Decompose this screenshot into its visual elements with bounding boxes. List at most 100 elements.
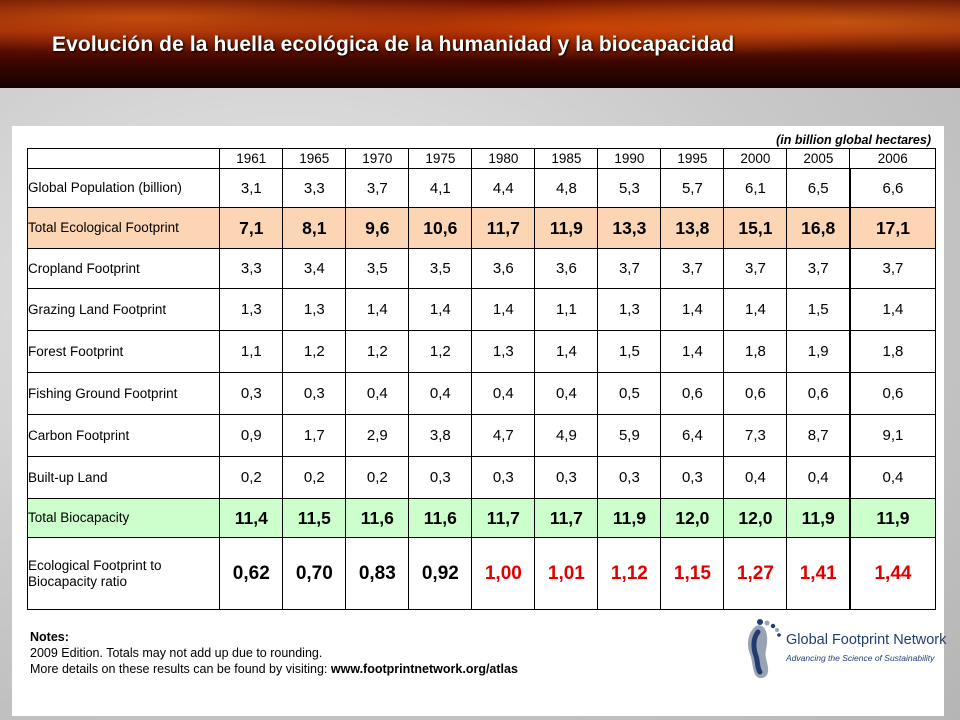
table-cell: 1,4 bbox=[471, 288, 536, 331]
row-label: Fishing Ground Footprint bbox=[26, 372, 221, 415]
row-label: Total Ecological Footprint bbox=[26, 207, 221, 249]
table-cell: 11,7 bbox=[471, 498, 536, 538]
gfn-logo: Global Footprint Network Advancing the S… bbox=[742, 618, 946, 682]
table-cell: 9,1 bbox=[848, 414, 936, 457]
table-cell: 0,3 bbox=[597, 456, 662, 499]
table-cell: 3,5 bbox=[345, 248, 410, 289]
table-cell: 13,3 bbox=[597, 207, 662, 249]
row-label: Total Biocapacity bbox=[26, 498, 221, 538]
table-cell: 0,6 bbox=[848, 372, 936, 415]
row-label: Global Population (billion) bbox=[26, 168, 221, 208]
table-cell: 1,4 bbox=[345, 288, 410, 331]
table-cell: 15,1 bbox=[723, 207, 788, 249]
table-row-ratio: Ecological Footprint to Biocapacity rati… bbox=[26, 537, 936, 610]
table-cell: 1,41 bbox=[786, 537, 851, 610]
table-cell: 9,6 bbox=[345, 207, 410, 249]
table-cell: 0,2 bbox=[219, 456, 284, 499]
table-cell: 1,4 bbox=[660, 288, 725, 331]
table-cell: 1,2 bbox=[408, 330, 473, 373]
table-cell: 3,1 bbox=[219, 168, 284, 208]
table-cell: 6,5 bbox=[786, 168, 851, 208]
table-cell: 3,5 bbox=[408, 248, 473, 289]
table-cell: 3,7 bbox=[786, 248, 851, 289]
column-header: 2005 bbox=[786, 148, 851, 169]
table-cell: 1,3 bbox=[219, 288, 284, 331]
table-cell: 3,7 bbox=[660, 248, 725, 289]
table-row: Forest Footprint 1,1 1,2 1,2 1,2 1,3 1,4… bbox=[26, 330, 936, 373]
table-cell: 7,3 bbox=[723, 414, 788, 457]
table-cell: 3,3 bbox=[282, 168, 347, 208]
atlas-link[interactable]: www.footprintnetwork.org/atlas bbox=[330, 662, 518, 676]
table-cell: 10,6 bbox=[408, 207, 473, 249]
column-header: 1965 bbox=[282, 148, 347, 169]
table-cell: 1,4 bbox=[408, 288, 473, 331]
table-cell: 1,8 bbox=[723, 330, 788, 373]
table-cell: 2,9 bbox=[345, 414, 410, 457]
table-cell: 0,3 bbox=[534, 456, 599, 499]
table-row-total-footprint: Total Ecological Footprint 7,1 8,1 9,6 1… bbox=[26, 207, 936, 249]
table-cell: 17,1 bbox=[848, 207, 936, 249]
table-cell: 0,6 bbox=[723, 372, 788, 415]
column-header: 1980 bbox=[471, 148, 536, 169]
content-panel: (in billion global hectares) 1961 1965 1… bbox=[12, 126, 946, 716]
table-cell: 0,6 bbox=[786, 372, 851, 415]
header-banner: Evolución de la huella ecológica de la h… bbox=[0, 0, 960, 88]
table-cell: 11,6 bbox=[408, 498, 473, 538]
table-cell: 11,7 bbox=[471, 207, 536, 249]
row-label: Carbon Footprint bbox=[26, 414, 221, 457]
table-cell: 1,5 bbox=[786, 288, 851, 331]
table-cell: 0,3 bbox=[660, 456, 725, 499]
table-cell: 12,0 bbox=[723, 498, 788, 538]
footprint-table: 1961 1965 1970 1975 1980 1985 1990 1995 … bbox=[26, 148, 936, 610]
table-cell: 1,3 bbox=[471, 330, 536, 373]
table-cell: 11,9 bbox=[597, 498, 662, 538]
table-cell: 1,01 bbox=[534, 537, 599, 610]
table-cell: 1,4 bbox=[534, 330, 599, 373]
row-label: Built-up Land bbox=[26, 456, 221, 499]
table-cell: 8,7 bbox=[786, 414, 851, 457]
table-cell: 3,8 bbox=[408, 414, 473, 457]
table-cell: 1,44 bbox=[848, 537, 936, 610]
table-cell: 11,5 bbox=[282, 498, 347, 538]
table-row: Fishing Ground Footprint 0,3 0,3 0,4 0,4… bbox=[26, 372, 936, 415]
table-cell: 0,4 bbox=[408, 372, 473, 415]
table-cell: 3,7 bbox=[848, 248, 936, 289]
table-cell: 6,4 bbox=[660, 414, 725, 457]
table-cell: 11,9 bbox=[786, 498, 851, 538]
notes-line: 2009 Edition. Totals may not add up due … bbox=[30, 646, 323, 660]
table-cell: 1,1 bbox=[219, 330, 284, 373]
table-cell: 0,4 bbox=[471, 372, 536, 415]
table-cell: 3,7 bbox=[723, 248, 788, 289]
table-row: Grazing Land Footprint 1,3 1,3 1,4 1,4 1… bbox=[26, 288, 936, 331]
table-cell: 13,8 bbox=[660, 207, 725, 249]
row-label: Forest Footprint bbox=[26, 330, 221, 373]
table-cell: 1,3 bbox=[597, 288, 662, 331]
footprint-icon bbox=[748, 619, 781, 679]
column-header: 1970 bbox=[345, 148, 410, 169]
table-row: Cropland Footprint 3,3 3,4 3,5 3,5 3,6 3… bbox=[26, 248, 936, 289]
row-label: Ecological Footprint to Biocapacity rati… bbox=[26, 537, 221, 610]
table-cell: 11,9 bbox=[534, 207, 599, 249]
table-row: Carbon Footprint 0,9 1,7 2,9 3,8 4,7 4,9… bbox=[26, 414, 936, 457]
table-cell: 4,9 bbox=[534, 414, 599, 457]
table-cell: 8,1 bbox=[282, 207, 347, 249]
table-row: Built-up Land 0,2 0,2 0,2 0,3 0,3 0,3 0,… bbox=[26, 456, 936, 499]
units-note: (in billion global hectares) bbox=[776, 133, 931, 147]
table-cell: 12,0 bbox=[660, 498, 725, 538]
table-cell: 3,6 bbox=[471, 248, 536, 289]
table-cell: 0,3 bbox=[219, 372, 284, 415]
table-cell: 1,8 bbox=[848, 330, 936, 373]
table-cell: 5,7 bbox=[660, 168, 725, 208]
column-header: 2000 bbox=[723, 148, 788, 169]
table-cell: 1,00 bbox=[471, 537, 536, 610]
table-cell: 0,5 bbox=[597, 372, 662, 415]
table-cell: 11,7 bbox=[534, 498, 599, 538]
table-cell: 0,70 bbox=[282, 537, 347, 610]
table-cell: 3,3 bbox=[219, 248, 284, 289]
table-cell: 0,83 bbox=[345, 537, 410, 610]
row-label: Grazing Land Footprint bbox=[26, 288, 221, 331]
table-cell: 5,3 bbox=[597, 168, 662, 208]
table-cell: 0,2 bbox=[282, 456, 347, 499]
table-cell: 7,1 bbox=[219, 207, 284, 249]
table-cell: 1,9 bbox=[786, 330, 851, 373]
